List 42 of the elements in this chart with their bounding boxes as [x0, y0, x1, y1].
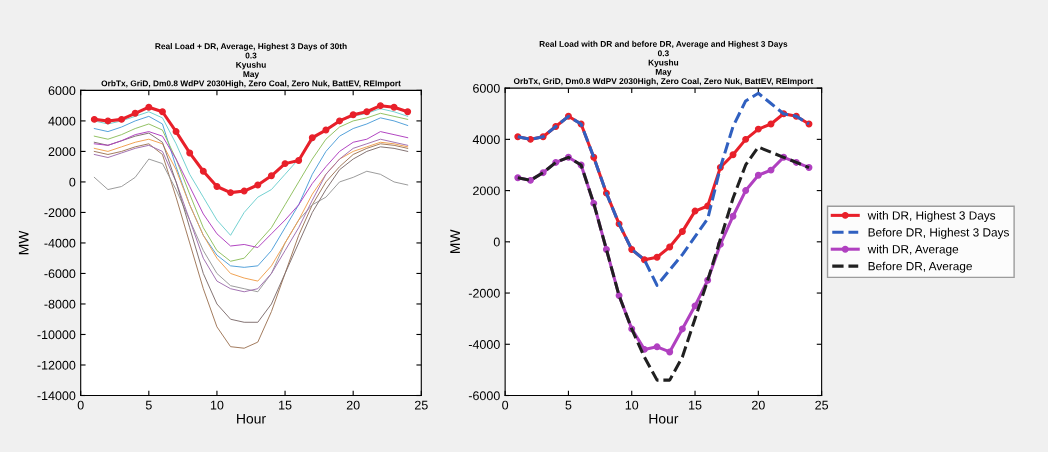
y-axis-title: MW	[450, 229, 460, 254]
y-tick-label: -4000	[468, 340, 500, 349]
y-tick-label: -6000	[468, 391, 500, 401]
x-tick-label: 5	[565, 400, 572, 410]
x-tick-label: 5	[145, 400, 152, 410]
legend-label: with DR, Average	[867, 244, 959, 256]
x-axis-title: Hour	[649, 413, 679, 424]
y-tick-label: 2000	[48, 147, 76, 157]
x-tick-label: 25	[815, 400, 829, 410]
y-tick-label: -2000	[44, 208, 76, 218]
legend-label: with DR, Highest 3 Days	[867, 210, 996, 222]
y-tick-label: 6000	[473, 83, 500, 93]
chart-title: Real Load with DR and before DR, Average and Highest 3 Days	[539, 40, 788, 49]
y-tick-label: -2000	[468, 288, 500, 298]
y-tick-label: 4000	[472, 135, 500, 145]
y-tick-label: -14000	[37, 391, 76, 401]
x-tick-label: 20	[752, 400, 765, 410]
y-tick-label: 6000	[48, 86, 76, 96]
x-tick-label: 15	[689, 400, 702, 410]
chart-subtitle: 0.3 Kyushu May OrbTx, GriD, Dm0.8 WdPV 2030High, Zero Coal, Zero Nuk, BattEV, REImport	[101, 52, 401, 88]
chart-subtitle: 0.3 Kyushu May OrbTx, GriD, Dm0.8 WdPV 2030High, Zero Coal, Zero Nuk, BattEV, REImport	[513, 50, 814, 86]
x-tick-label: 10	[210, 400, 224, 410]
x-tick-label: 0	[502, 400, 509, 410]
legend-label: Before DR, Highest 3 Days	[868, 227, 1009, 239]
x-axis-title: Hour	[237, 413, 266, 424]
x-tick-label: 15	[279, 400, 292, 410]
y-tick-label: 4000	[48, 116, 76, 126]
x-tick-label: 10	[625, 400, 639, 410]
y-tick-label: -4000	[44, 238, 76, 248]
y-tick-label: -8000	[44, 299, 76, 309]
chart-title: Real Load + DR, Average, Highest 3 Days of 30th	[155, 43, 347, 51]
y-tick-label: 0	[493, 237, 500, 247]
legend-label: Before DR, Average	[868, 261, 972, 273]
x-tick-label: 0	[77, 400, 84, 410]
y-tick-label: -12000	[37, 360, 76, 370]
y-tick-label: 0	[69, 177, 76, 187]
x-tick-label: 25	[414, 400, 428, 410]
y-tick-label: -10000	[37, 330, 76, 340]
y-tick-label: 2000	[473, 186, 500, 196]
x-tick-label: 20	[346, 400, 360, 410]
y-axis-title: MW	[18, 230, 29, 255]
y-tick-label: -6000	[44, 269, 76, 279]
